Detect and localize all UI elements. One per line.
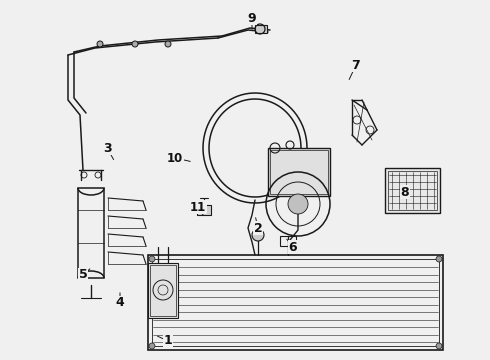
Bar	[78, 188, 104, 278]
Text: 3: 3	[103, 141, 111, 154]
Bar	[152, 259, 439, 346]
Circle shape	[436, 343, 442, 349]
Circle shape	[252, 229, 264, 241]
Bar	[148, 263, 178, 318]
Text: 9: 9	[247, 12, 256, 24]
Bar	[148, 255, 443, 350]
Bar	[268, 148, 330, 196]
Bar	[385, 168, 440, 213]
Text: 1: 1	[164, 334, 172, 347]
Text: 11: 11	[190, 201, 206, 213]
Circle shape	[149, 256, 155, 262]
Bar	[255, 25, 267, 33]
Circle shape	[436, 256, 442, 262]
Circle shape	[97, 41, 103, 47]
Text: 7: 7	[352, 59, 360, 72]
Text: 6: 6	[289, 240, 297, 253]
Circle shape	[288, 194, 308, 214]
Circle shape	[132, 41, 138, 47]
Text: 8: 8	[401, 185, 409, 198]
Text: 10: 10	[167, 152, 183, 165]
Circle shape	[149, 343, 155, 349]
Bar	[270, 150, 328, 194]
Circle shape	[165, 41, 171, 47]
Bar	[280, 236, 296, 246]
Bar	[197, 205, 211, 215]
Text: 4: 4	[116, 297, 124, 310]
Bar	[150, 265, 176, 316]
Text: 5: 5	[78, 269, 87, 282]
Text: 2: 2	[254, 221, 262, 234]
Bar	[388, 171, 437, 210]
